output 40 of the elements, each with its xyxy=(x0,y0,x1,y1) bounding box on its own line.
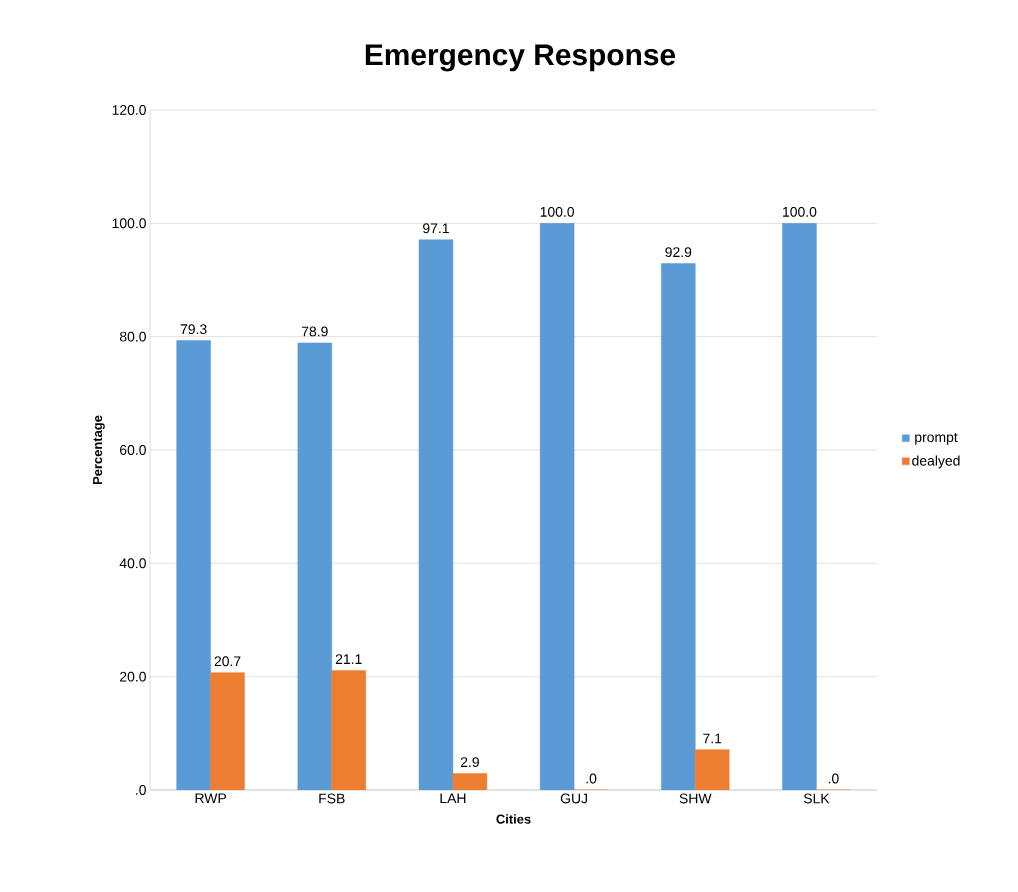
bar xyxy=(661,263,696,790)
x-axis-title: Cities xyxy=(496,814,531,824)
bar xyxy=(418,239,454,790)
data-label: 100.0 xyxy=(783,206,817,217)
bar xyxy=(210,672,245,790)
x-tick-label: SLK xyxy=(803,793,830,804)
data-label: 7.1 xyxy=(703,733,722,744)
data-label: 100.0 xyxy=(540,206,575,217)
x-tick-label: RWP xyxy=(195,793,227,804)
bar xyxy=(297,342,333,790)
data-label: 97.1 xyxy=(423,223,449,234)
legend-label: dealyed xyxy=(912,455,960,469)
x-tick-label: GUJ xyxy=(560,793,587,804)
x-tick-label: SHW xyxy=(679,793,712,804)
bar xyxy=(452,773,488,790)
data-label: .0 xyxy=(586,773,597,784)
y-axis-title: Percentage xyxy=(93,415,105,485)
y-tick-label: 60.0 xyxy=(120,445,146,455)
bar xyxy=(539,223,575,790)
x-tick-label: FSB xyxy=(319,793,345,804)
y-tick-label: 120.0 xyxy=(112,105,146,115)
data-label: 79.3 xyxy=(180,324,207,335)
y-tick-label: 80.0 xyxy=(119,331,146,342)
legend-label: prompt xyxy=(915,432,958,445)
data-label: 20.7 xyxy=(214,656,241,667)
x-tick-label: LAH xyxy=(440,793,466,804)
data-label: 78.9 xyxy=(301,326,328,337)
bar xyxy=(695,749,730,790)
data-label: .0 xyxy=(828,773,839,784)
bar xyxy=(782,223,817,790)
chart-title: Emergency Response xyxy=(365,44,676,72)
bar xyxy=(331,670,366,790)
data-label: 92.9 xyxy=(665,247,692,258)
y-tick-label: .0 xyxy=(136,785,146,795)
data-label: 21.1 xyxy=(335,654,362,664)
y-tick-label: 100.0 xyxy=(112,218,146,229)
y-tick-label: 40.0 xyxy=(119,558,146,569)
data-label: 2.9 xyxy=(460,757,479,768)
bar xyxy=(176,340,211,790)
y-tick-label: 20.0 xyxy=(120,671,146,682)
